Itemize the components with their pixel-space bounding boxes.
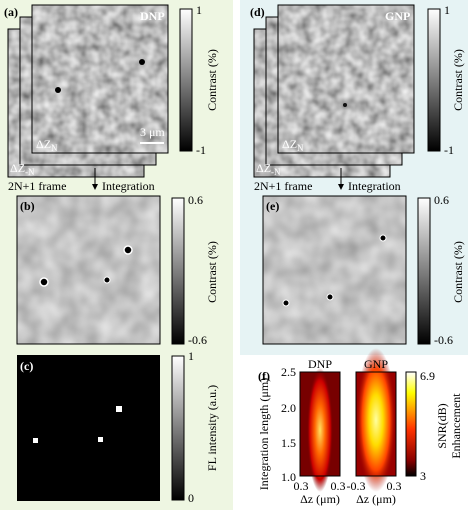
colorbar-tick: 1 — [444, 3, 450, 17]
frame-label-sub: -N — [271, 167, 281, 177]
panel-label: (b) — [20, 199, 35, 213]
panel-label: (c) — [20, 359, 33, 373]
colorbar — [179, 8, 193, 152]
particle — [116, 406, 122, 412]
colorbar-tick: -1 — [444, 143, 454, 157]
colorbar-subtitle: Enhancement — [449, 393, 463, 459]
frame-label: ΔZ-N — [10, 161, 35, 177]
arrow-label: 2N+1 frame — [8, 179, 66, 193]
y-tick-label: 1.5 — [281, 436, 296, 450]
colorbar-tick: 0 — [188, 491, 194, 505]
colorbar-title: Contrast (%) — [205, 49, 219, 111]
particle — [282, 299, 290, 307]
y-axis-label: Integration length (μm) — [257, 378, 271, 490]
particle — [123, 245, 133, 255]
colorbar-title: FL intensity (a.u.) — [205, 385, 219, 471]
colorbar — [171, 355, 185, 501]
frame-label-base: ΔZ — [282, 137, 297, 151]
particle — [98, 437, 103, 442]
x-tick-label: 0.3 — [294, 479, 309, 493]
panel-d: (d) GNP ΔZN ΔZ-N 1 -1 Contrast (%) — [250, 3, 465, 178]
particle — [379, 234, 387, 242]
x-axis-label: Δz (μm) — [356, 492, 396, 506]
colorbar-tick: 1 — [196, 3, 202, 17]
particle — [103, 276, 111, 284]
y-tick-label: 2.0 — [281, 401, 296, 415]
colorbar-title: Contrast (%) — [451, 241, 465, 303]
colorbar-tick: 1 — [188, 349, 194, 363]
colorbar — [417, 197, 431, 345]
colorbar-title: Contrast (%) — [205, 241, 219, 303]
image — [17, 355, 160, 501]
map-title: DNP — [308, 357, 332, 371]
colorbar-tick: -1 — [196, 143, 206, 157]
frame-label: ΔZ-N — [256, 161, 281, 177]
frame-label-base: ΔZ — [36, 137, 51, 151]
panel-f: (f) Integration length (μm) DNP GNP 2.5 … — [257, 348, 463, 506]
particle — [139, 59, 145, 65]
frame-label: ΔZN — [36, 137, 58, 153]
colorbar-tick: -0.6 — [188, 333, 207, 347]
particle — [39, 277, 49, 287]
image-border — [262, 195, 407, 345]
colorbar — [427, 8, 441, 152]
colorbar-tick: 0.6 — [434, 193, 449, 207]
particle — [343, 103, 347, 107]
image-border — [277, 4, 415, 154]
sample-name: GNP — [385, 9, 410, 23]
map-title: GNP — [364, 357, 388, 371]
heatmap-peak — [356, 348, 396, 492]
frame-label-base: ΔZ — [256, 161, 271, 175]
panel-label: (a) — [4, 5, 18, 19]
frame-label: ΔZN — [282, 137, 304, 153]
panel-e: (e) 0.6 -0.6 Contrast (%) — [262, 193, 465, 347]
y-tick-label: 2.5 — [281, 365, 296, 379]
x-tick-label: 0.3 — [387, 479, 402, 493]
colorbar-tick: -0.6 — [434, 333, 453, 347]
frame-label-base: ΔZ — [10, 161, 25, 175]
panel-label: (f) — [258, 369, 270, 383]
panel-c: (c) 1 0 FL intensity (a.u.) — [17, 349, 219, 505]
colorbar-tick: 6.9 — [420, 369, 435, 383]
frame-label-sub: N — [297, 143, 304, 153]
image — [17, 196, 160, 344]
arrow-label: 2N+1 frame — [254, 179, 312, 193]
colorbar-tick: 0.6 — [188, 193, 203, 207]
heatmap-peak — [307, 368, 333, 492]
particle — [33, 438, 38, 443]
colorbar-tick: 3 — [420, 469, 426, 483]
colorbar-title: SNR(dB) — [435, 403, 449, 448]
heatmap-border — [299, 371, 341, 477]
image-border — [16, 195, 161, 345]
panel-label: (d) — [250, 5, 265, 19]
arrow-label: Integration — [348, 179, 401, 193]
image — [263, 196, 406, 344]
heatmap-border — [355, 371, 397, 477]
colorbar-title: Contrast (%) — [451, 49, 465, 111]
sample-name: DNP — [140, 9, 165, 23]
panel-b: (b) 0.6 -0.6 Contrast (%) — [16, 193, 219, 347]
particle — [326, 293, 334, 301]
particle — [55, 87, 61, 93]
x-tick-label: -0.3 — [347, 479, 366, 493]
scale-bar-label: 3 μm — [140, 125, 165, 139]
colorbar — [405, 371, 417, 477]
image — [32, 5, 168, 153]
frame-label-sub: -N — [25, 167, 35, 177]
panel-a: (a) DNP 3 μm ΔZN ΔZ-N 1 -1 Contrast (%) — [4, 3, 219, 178]
image — [278, 5, 414, 153]
x-tick-label: 0.3 — [331, 479, 346, 493]
arrow-label: Integration — [102, 179, 155, 193]
y-tick-label: 1.0 — [281, 470, 296, 484]
panel-label: (e) — [266, 199, 279, 213]
colorbar — [171, 197, 185, 345]
x-axis-label: Δz (μm) — [300, 492, 340, 506]
image-border — [31, 4, 169, 154]
frame-label-sub: N — [51, 143, 58, 153]
